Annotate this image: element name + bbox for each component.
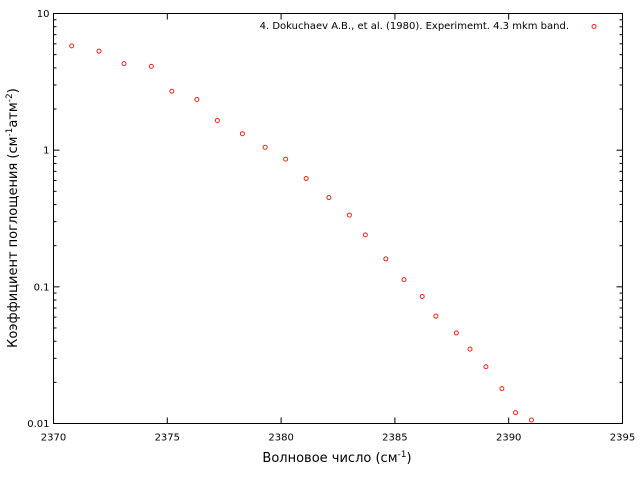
- data-point: [239, 131, 245, 137]
- x-axis-label-text: Волновое число (см: [262, 451, 397, 466]
- data-point: [499, 386, 505, 392]
- x-tick-label: 2380: [268, 433, 293, 444]
- y-tick-label: 10: [37, 9, 50, 20]
- data-point: [169, 88, 175, 94]
- data-point: [513, 410, 519, 416]
- data-point: [483, 364, 489, 370]
- x-tick-label: 2375: [155, 433, 180, 444]
- legend-marker: [591, 24, 597, 29]
- data-point: [194, 96, 200, 102]
- data-point: [96, 48, 102, 54]
- x-axis-label-tail: ): [406, 451, 411, 466]
- x-axis-label-sup: -1: [398, 450, 407, 460]
- axis-ticks: 2370 2375 2380 2385 2390 2395 0.01 0.1 1 10: [27, 9, 635, 444]
- y-axis-label-tail: ): [6, 88, 21, 93]
- x-tick-label: 2395: [610, 433, 635, 444]
- data-point: [401, 277, 407, 283]
- y-axis-label-sup1: -1: [5, 128, 15, 137]
- data-point: [148, 63, 154, 69]
- data-point: [433, 313, 439, 319]
- data-point: [262, 144, 268, 150]
- y-axis-label-sup2: -2: [5, 93, 15, 102]
- x-tick-label: 2385: [382, 433, 407, 444]
- y-tick-label: 0.01: [27, 419, 49, 430]
- data-point: [528, 417, 534, 423]
- data-point: [362, 232, 368, 238]
- data-point: [283, 156, 289, 162]
- data-points: [69, 43, 534, 423]
- data-point: [419, 293, 425, 299]
- data-point: [467, 346, 473, 352]
- legend: 4. Dokuchaev A.B., et al. (1980). Experi…: [260, 21, 597, 32]
- data-point: [346, 212, 352, 218]
- y-tick-label: 1: [43, 146, 49, 157]
- data-point: [303, 176, 309, 182]
- data-point: [326, 195, 332, 201]
- x-tick-label: 2370: [41, 433, 66, 444]
- data-point: [214, 117, 220, 123]
- data-point: [69, 43, 75, 49]
- data-point: [453, 330, 459, 336]
- legend-label: 4. Dokuchaev A.B., et al. (1980). Experi…: [260, 21, 569, 32]
- y-axis-label: Коэффициент поглощения (см-1атм-2): [5, 88, 21, 348]
- x-axis-label: Волновое число (см-1): [262, 450, 411, 466]
- x-tick-label: 2390: [496, 433, 521, 444]
- data-point: [383, 256, 389, 262]
- data-point: [121, 61, 127, 67]
- y-axis-label-text: Коэффициент поглощения (см: [6, 137, 21, 348]
- y-axis-label-mid: атм: [6, 102, 21, 127]
- plot-frame: [53, 13, 623, 424]
- y-tick-label: 0.1: [34, 282, 50, 293]
